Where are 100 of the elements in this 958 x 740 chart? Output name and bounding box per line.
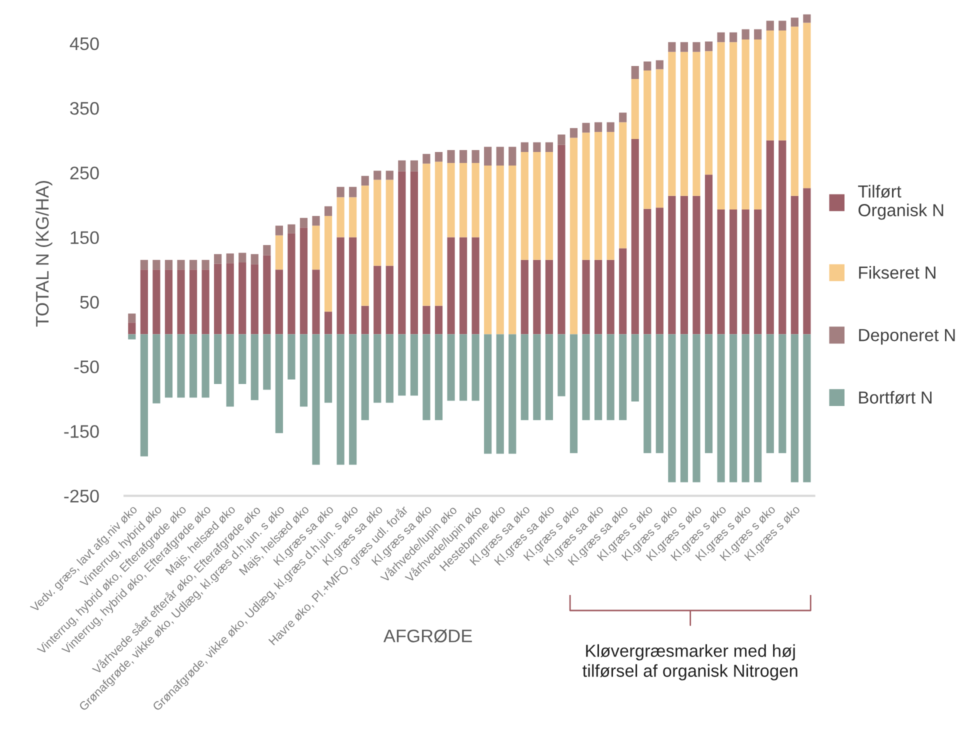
bar [177, 334, 185, 398]
bar [374, 170, 382, 180]
bar [472, 150, 480, 163]
bar [226, 263, 234, 334]
y-tick-label: -50 [74, 360, 99, 374]
bar [717, 210, 725, 334]
legend-label: Tilført Organisk N [858, 184, 944, 220]
bar [349, 197, 357, 238]
bar [214, 334, 222, 384]
bar [434, 152, 443, 162]
bar [128, 334, 136, 340]
bar [619, 112, 627, 122]
bar [459, 150, 468, 163]
bar [508, 166, 516, 334]
bar [520, 260, 528, 334]
bar [582, 260, 590, 334]
bar [361, 334, 369, 420]
bar [263, 255, 271, 334]
bar [238, 252, 246, 262]
bar [238, 262, 246, 334]
bar [275, 334, 283, 434]
bar [778, 334, 786, 454]
bar [472, 162, 480, 238]
bar [766, 30, 774, 140]
bar [140, 334, 148, 456]
bar [668, 52, 676, 196]
bar [606, 334, 614, 420]
bar [189, 334, 198, 398]
bar [742, 40, 750, 210]
bar [570, 138, 578, 334]
bar [177, 260, 185, 270]
bar [336, 237, 344, 334]
bar [754, 210, 762, 334]
bar [582, 334, 590, 420]
bar [692, 42, 700, 52]
bar [128, 314, 136, 323]
bar [459, 237, 468, 334]
bar [729, 42, 738, 210]
bar [644, 334, 652, 454]
bar [520, 152, 528, 260]
y-tick-label: 450 [70, 37, 99, 50]
bar [275, 226, 283, 236]
bar [349, 334, 357, 465]
bar [202, 260, 210, 270]
bar [656, 60, 664, 70]
bar [422, 306, 430, 334]
bar [202, 270, 210, 334]
bar [189, 270, 198, 334]
bar [644, 70, 652, 209]
legend-label: Fikseret N [859, 266, 936, 279]
bar [336, 186, 344, 198]
bar [754, 29, 762, 40]
bar [336, 334, 344, 465]
bar [361, 186, 369, 306]
bar [729, 210, 738, 334]
bar [742, 210, 750, 334]
bar [644, 208, 652, 334]
bar [410, 171, 418, 334]
bar [803, 334, 811, 482]
bar [766, 334, 774, 454]
bar [226, 253, 234, 264]
bar [250, 254, 258, 264]
bar [349, 237, 357, 334]
bar [668, 334, 676, 482]
bar [447, 150, 455, 163]
bar [484, 146, 492, 166]
x-axis-title: AFGRØDE [383, 629, 472, 643]
bar [594, 334, 602, 420]
bar [692, 196, 700, 334]
bar [484, 166, 492, 334]
bar [692, 52, 700, 196]
bar [324, 216, 332, 312]
bar [778, 20, 786, 30]
bar [128, 322, 136, 334]
bar [631, 334, 639, 402]
bar [803, 188, 811, 334]
bar [447, 237, 455, 334]
bar [582, 132, 590, 260]
bar [263, 334, 271, 390]
bar [226, 334, 234, 407]
bar [300, 228, 308, 334]
bar [742, 334, 750, 482]
bar [374, 180, 382, 266]
bar [214, 254, 222, 264]
bar [152, 260, 160, 270]
bar [496, 166, 504, 334]
y-tick-label: -250 [64, 490, 99, 503]
bar [619, 248, 627, 334]
bar [594, 260, 602, 334]
bar [533, 152, 541, 260]
bar [496, 146, 504, 166]
bar [472, 237, 480, 334]
bar [312, 334, 320, 465]
bar [508, 334, 516, 454]
bar [386, 170, 394, 180]
bar [386, 180, 394, 266]
bar [250, 264, 258, 334]
bar [631, 139, 639, 334]
text: Kløvergræsmarker med høj tilførsel af organisk Nitrogen [582, 644, 798, 680]
bar [594, 132, 602, 260]
